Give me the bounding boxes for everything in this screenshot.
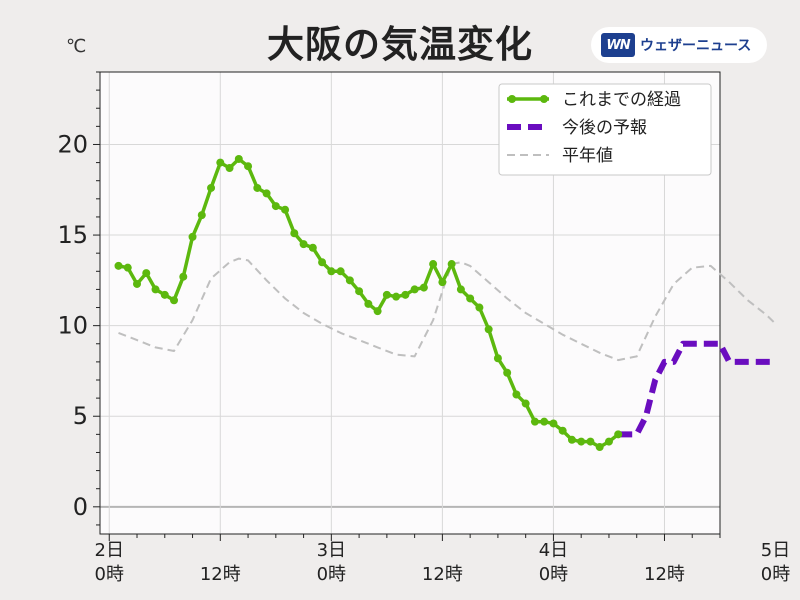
data-point	[503, 368, 512, 377]
y-tick-label: 15	[57, 221, 88, 249]
legend-marker	[540, 95, 548, 103]
data-point	[253, 183, 262, 192]
y-tick-label: 5	[73, 402, 88, 430]
brand-badge: WN ウェザーニュース	[591, 27, 767, 63]
data-point	[558, 426, 567, 435]
data-point	[234, 154, 243, 163]
data-point	[299, 240, 308, 249]
data-point	[225, 164, 234, 173]
x-tick-label-hour: 0時	[761, 564, 790, 585]
data-point	[262, 189, 271, 198]
brand-name: ウェザーニュース	[640, 38, 752, 54]
data-point	[493, 354, 502, 363]
data-point	[281, 205, 290, 214]
plot-frame	[99, 71, 721, 535]
data-point	[475, 303, 484, 312]
x-tick-label-day: 3日	[317, 540, 346, 561]
axes: 0 5 10 15 20 2日 0時 12時 3日 0時 12時 4日 0時 12時 5日 0時	[57, 71, 790, 585]
x-tick-label-hour: 0時	[539, 564, 568, 585]
x-tick-label-day: 5日	[761, 540, 790, 561]
data-point	[123, 263, 132, 272]
data-point	[512, 390, 521, 399]
data-point	[355, 287, 364, 296]
data-point	[466, 294, 475, 303]
series-layer	[114, 154, 777, 452]
legend-label: 今後の予報	[562, 118, 647, 138]
data-point	[530, 417, 539, 426]
data-point	[170, 296, 179, 305]
data-point	[364, 299, 373, 308]
data-point	[447, 260, 456, 269]
x-tick-label-hour: 12時	[422, 564, 463, 585]
legend-label: これまでの経過	[562, 90, 681, 110]
legend-box	[498, 83, 712, 176]
data-point	[133, 279, 142, 288]
x-tick-label-hour: 12時	[200, 564, 241, 585]
data-point	[614, 430, 623, 439]
data-point	[419, 283, 428, 292]
data-point	[521, 399, 530, 408]
legend-marker	[508, 95, 516, 103]
data-point	[142, 269, 151, 278]
chart-title: 大阪の気温変化	[267, 23, 533, 66]
data-point	[345, 276, 354, 285]
data-point	[456, 285, 465, 294]
x-tick-label-hour: 12時	[644, 564, 685, 585]
data-point	[336, 267, 345, 276]
data-point	[577, 437, 586, 446]
x-tick-label-hour: 0時	[317, 564, 346, 585]
data-point	[567, 435, 576, 444]
data-point	[308, 243, 317, 252]
data-point	[392, 292, 401, 301]
series-line	[118, 257, 777, 362]
data-point	[188, 232, 197, 241]
data-point	[438, 278, 447, 287]
data-point	[290, 229, 299, 238]
data-point	[207, 183, 216, 192]
data-point	[373, 307, 382, 316]
data-point	[197, 211, 206, 220]
y-tick-label: 20	[57, 130, 88, 158]
data-point	[382, 290, 391, 299]
data-point	[586, 437, 595, 446]
brand-logo-icon: WN	[601, 33, 635, 57]
y-tick-label: 10	[57, 312, 88, 340]
data-point	[271, 202, 280, 211]
x-tick-label-day: 4日	[539, 540, 568, 561]
x-tick-label-hour: 0時	[95, 564, 124, 585]
data-point	[216, 158, 225, 167]
data-point	[318, 258, 327, 267]
data-point	[429, 260, 438, 269]
data-point	[549, 419, 558, 428]
y-tick-label: 0	[73, 493, 88, 521]
data-point	[540, 417, 549, 426]
data-point	[410, 285, 419, 294]
data-point	[604, 437, 613, 446]
data-point	[160, 290, 169, 299]
data-point	[151, 285, 160, 294]
data-point	[244, 162, 253, 171]
data-point	[401, 290, 410, 299]
data-point	[484, 325, 493, 334]
y-unit-label: ℃	[66, 36, 87, 57]
data-point	[595, 443, 604, 452]
data-point	[179, 272, 188, 281]
x-tick-label-day: 2日	[95, 540, 124, 561]
legend-label: 平年値	[562, 146, 613, 166]
data-point	[327, 267, 336, 276]
data-point	[114, 261, 123, 270]
